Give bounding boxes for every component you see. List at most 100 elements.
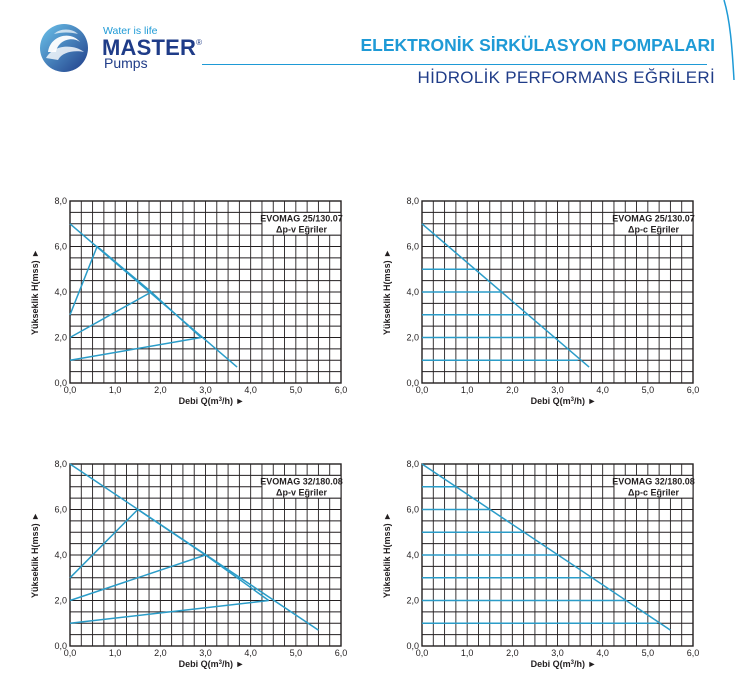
curve-mode-label: Δp-c Eğriler [628, 224, 679, 234]
plot-frame [69, 463, 342, 647]
curve-mode-label: Δp-v Eğriler [276, 487, 327, 497]
x-tick-label: 2,0 [154, 648, 167, 658]
plot-frame [69, 200, 342, 384]
x-tick-label: 5,0 [290, 648, 303, 658]
y-axis-label: Yükseklik H(mss) ► [382, 249, 392, 335]
x-tick-label: 3,0 [199, 385, 212, 395]
x-axis-label-end: /h) ► [574, 659, 596, 669]
pump-model-label: EVOMAG 32/180.08 [260, 476, 343, 486]
x-axis-label-main: Debi Q(m [531, 396, 571, 406]
y-tick-label: 6,0 [54, 505, 67, 515]
legend-box [261, 211, 342, 236]
y-tick-label: 2,0 [406, 596, 419, 606]
curve-mode-label: Δp-v Eğriler [276, 224, 327, 234]
series-line [69, 508, 270, 602]
water-drop-logo-icon [40, 24, 88, 72]
x-tick-label: 1,0 [461, 648, 474, 658]
page-header: Water is life MASTER® Pumps ELEKTRONİK S… [0, 0, 737, 110]
curve-mode-label: Δp-c Eğriler [628, 487, 679, 497]
chart-evomag-25-dpc: 0,0 1,0 2,0 3,0 4,0 5,0 6,0 0,0 2,0 4,0 6,0 8,0 Debi… [380, 193, 720, 413]
x-tick-label: 0,0 [64, 385, 77, 395]
x-axis-label-end: /h) ► [222, 396, 244, 406]
x-axis-label-sup: 3 [571, 397, 575, 403]
y-tick-label: 6,0 [406, 242, 419, 252]
brand-name: MASTER® [102, 35, 202, 61]
x-tick-label: 5,0 [290, 385, 303, 395]
series-line [69, 245, 202, 339]
x-tick-label: 3,0 [551, 648, 564, 658]
x-axis-label-main: Debi Q(m [179, 396, 219, 406]
series-line [69, 336, 202, 362]
y-tick-label: 8,0 [54, 196, 67, 206]
x-axis-label: Debi Q(m3/h) ► [179, 396, 245, 406]
pump-model-label: EVOMAG 32/180.08 [612, 476, 695, 486]
legend-box [261, 474, 342, 499]
y-tick-label: 2,0 [54, 333, 67, 343]
chart-evomag-25-dpv: 0,0 1,0 2,0 3,0 4,0 5,0 6,0 0,0 2,0 4,0 6,0 8,0 Debi… [28, 193, 368, 413]
x-axis-label-main: Debi Q(m [179, 659, 219, 669]
x-tick-label: 2,0 [506, 648, 519, 658]
corner-decoration [723, 0, 735, 80]
y-tick-label: 4,0 [54, 287, 67, 297]
registered-mark: ® [196, 38, 203, 47]
x-axis-label-main: Debi Q(m [531, 659, 571, 669]
x-tick-label: 4,0 [596, 648, 609, 658]
y-tick-label: 6,0 [406, 505, 419, 515]
x-tick-label: 3,0 [199, 648, 212, 658]
y-tick-label: 2,0 [406, 333, 419, 343]
y-tick-label: 8,0 [406, 196, 419, 206]
chart-evomag-32-dpv: 0,0 1,0 2,0 3,0 4,0 5,0 6,0 0,0 2,0 4,0 6,0 8,0 Debi… [28, 456, 368, 676]
x-tick-label: 6,0 [335, 648, 348, 658]
page-title: ELEKTRONİK SİRKÜLASYON POMPALARI [360, 35, 715, 55]
x-axis-label: Debi Q(m3/h) ► [531, 396, 597, 406]
x-tick-label: 1,0 [461, 385, 474, 395]
y-axis-label: Yükseklik H(mss) ► [382, 512, 392, 598]
x-tick-label: 4,0 [596, 385, 609, 395]
y-tick-label: 8,0 [406, 459, 419, 469]
x-tick-label: 4,0 [244, 648, 257, 658]
chart-svg: 0,0 1,0 2,0 3,0 4,0 5,0 6,0 0,0 2,0 4,0 6,0 8,0 Debi… [30, 459, 348, 669]
y-tick-label: 0,0 [406, 378, 419, 388]
series-line [421, 223, 590, 368]
x-tick-label: 1,0 [109, 648, 122, 658]
series-line [421, 463, 671, 631]
y-tick-label: 0,0 [54, 641, 67, 651]
series-line [69, 599, 269, 625]
page-subtitle: HİDROLİK PERFORMANS EĞRİLERİ [417, 68, 715, 87]
x-tick-label: 5,0 [642, 385, 655, 395]
y-tick-label: 4,0 [54, 550, 67, 560]
legend-box [613, 474, 694, 499]
x-tick-label: 6,0 [687, 385, 700, 395]
x-axis-label-sup: 3 [571, 660, 575, 666]
legend-box [613, 211, 694, 236]
y-tick-label: 0,0 [54, 378, 67, 388]
chart-svg: 0,0 1,0 2,0 3,0 4,0 5,0 6,0 0,0 2,0 4,0 6,0 8,0 Debi… [30, 196, 348, 406]
brand-subname: Pumps [104, 55, 148, 71]
series-line [69, 554, 206, 602]
y-tick-label: 2,0 [54, 596, 67, 606]
x-tick-label: 0,0 [416, 648, 429, 658]
y-tick-label: 8,0 [54, 459, 67, 469]
pump-model-label: EVOMAG 25/130.07 [260, 213, 343, 223]
x-axis-label: Debi Q(m3/h) ► [531, 659, 597, 669]
y-tick-label: 4,0 [406, 287, 419, 297]
x-axis-label: Debi Q(m3/h) ► [179, 659, 245, 669]
y-tick-label: 4,0 [406, 550, 419, 560]
brand-name-text: MASTER [102, 35, 197, 60]
x-tick-label: 4,0 [244, 385, 257, 395]
brand-tagline: Water is life [103, 25, 158, 37]
y-tick-label: 6,0 [54, 242, 67, 252]
x-axis-label-end: /h) ► [574, 396, 596, 406]
x-axis-label-sup: 3 [219, 660, 223, 666]
x-tick-label: 2,0 [506, 385, 519, 395]
chart-svg: 0,0 1,0 2,0 3,0 4,0 5,0 6,0 0,0 2,0 4,0 6,0 8,0 Debi… [382, 459, 700, 669]
x-tick-label: 6,0 [335, 385, 348, 395]
y-axis-label: Yükseklik H(mss) ► [30, 512, 40, 598]
x-axis-label-end: /h) ► [222, 659, 244, 669]
x-tick-label: 6,0 [687, 648, 700, 658]
series-line [69, 291, 152, 339]
x-tick-label: 0,0 [64, 648, 77, 658]
x-tick-label: 0,0 [416, 385, 429, 395]
y-tick-label: 0,0 [406, 641, 419, 651]
pump-model-label: EVOMAG 25/130.07 [612, 213, 695, 223]
